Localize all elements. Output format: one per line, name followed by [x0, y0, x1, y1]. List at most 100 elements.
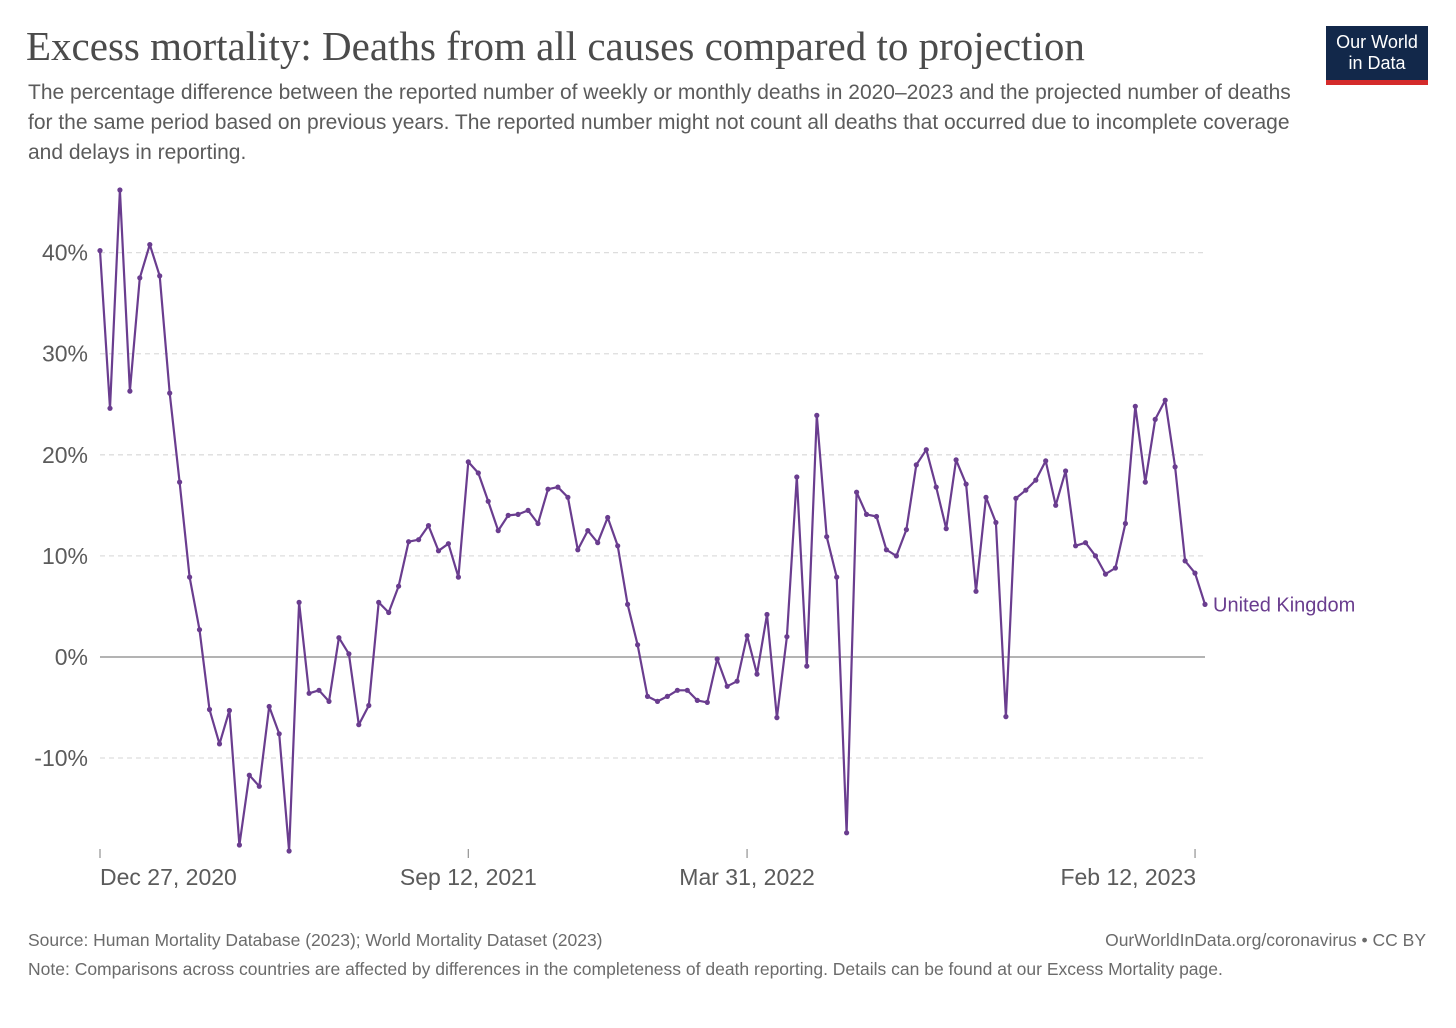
data-point: [445, 541, 451, 547]
data-point: [425, 523, 432, 529]
data-point: [684, 687, 690, 693]
data-point: [137, 275, 143, 281]
data-point: [206, 706, 213, 713]
y-tick-label: -10%: [34, 745, 88, 771]
data-point: [1122, 520, 1128, 527]
data-point: [266, 703, 272, 710]
data-point: [1033, 477, 1039, 483]
data-point: [1092, 553, 1099, 559]
data-point: [515, 511, 521, 517]
data-point: [346, 651, 352, 657]
data-point: [1073, 543, 1079, 549]
source-text: Source: Human Mortality Database (2023);…: [28, 930, 603, 950]
data-point: [814, 412, 820, 418]
data-point: [376, 599, 382, 606]
data-point: [475, 470, 481, 476]
data-point: [167, 390, 173, 396]
data-point: [903, 527, 910, 533]
data-point: [774, 715, 780, 721]
data-point: [485, 498, 491, 504]
data-point: [635, 642, 641, 648]
data-point: [1132, 403, 1138, 409]
data-point: [1182, 558, 1188, 564]
data-point: [734, 678, 740, 684]
data-point: [256, 783, 262, 789]
data-point: [1152, 416, 1158, 422]
data-point: [366, 702, 372, 709]
data-point: [923, 447, 929, 453]
data-point: [854, 489, 860, 495]
data-point: [585, 528, 591, 534]
data-point: [545, 486, 551, 492]
data-point: [595, 540, 601, 546]
data-point: [953, 457, 959, 463]
data-point: [1053, 502, 1059, 508]
data-point: [913, 462, 919, 468]
data-point: [1043, 458, 1049, 464]
data-point: [873, 513, 880, 520]
data-point: [1162, 397, 1168, 403]
x-tick-label: Dec 27, 2020: [100, 864, 237, 890]
data-point: [97, 248, 103, 254]
data-point: [157, 273, 163, 279]
data-point: [933, 484, 939, 490]
source-url-link[interactable]: OurWorldInData.org/coronavirus • CC BY: [1105, 930, 1426, 950]
data-point: [1023, 487, 1029, 493]
data-point: [276, 731, 282, 737]
data-point: [893, 553, 900, 559]
y-tick-label: 30%: [42, 341, 88, 367]
data-point: [565, 494, 571, 500]
data-point: [625, 601, 631, 608]
data-point: [575, 547, 581, 553]
x-tick-label: Feb 12, 2023: [1060, 864, 1196, 890]
series-line-united-kingdom: [98, 188, 1207, 853]
data-point: [1142, 479, 1148, 485]
data-point: [1202, 601, 1208, 608]
data-point: [525, 507, 531, 513]
data-point: [196, 627, 203, 633]
data-point: [435, 548, 442, 554]
data-point: [117, 187, 123, 193]
data-point: [1082, 540, 1089, 546]
data-point: [555, 484, 561, 490]
data-point: [973, 588, 979, 594]
data-point: [1063, 468, 1069, 474]
series-label: United Kingdom: [1213, 594, 1355, 616]
data-point: [396, 583, 402, 589]
logo-line-2: in Data: [1348, 53, 1406, 73]
data-point: [615, 543, 621, 549]
data-point: [744, 633, 750, 639]
data-point: [316, 687, 322, 693]
data-point: [356, 722, 362, 728]
data-point: [1102, 571, 1109, 577]
data-point: [664, 693, 671, 700]
data-point: [336, 635, 342, 641]
data-point: [605, 514, 611, 521]
y-tick-label: 0%: [55, 644, 88, 670]
data-point: [406, 539, 412, 545]
data-point: [1172, 464, 1178, 470]
data-point: [993, 519, 999, 526]
data-point: [286, 848, 292, 854]
data-point: [1013, 495, 1019, 501]
data-point: [326, 698, 332, 705]
data-point: [187, 574, 193, 580]
data-point: [416, 537, 422, 543]
data-point: [794, 474, 800, 480]
x-tick-label: Mar 31, 2022: [679, 864, 815, 890]
data-point: [983, 494, 989, 500]
data-point: [127, 388, 133, 394]
data-point: [644, 693, 651, 700]
data-point: [883, 547, 890, 553]
data-point: [236, 842, 242, 848]
chart-title: Excess mortality: Deaths from all causes…: [26, 23, 1085, 69]
data-point: [863, 511, 870, 517]
owid-logo[interactable]: Our World in Data: [1326, 26, 1428, 85]
series-points: [97, 187, 1208, 854]
data-point: [804, 663, 810, 669]
data-point: [943, 526, 949, 532]
logo-line-1: Our World: [1336, 32, 1418, 52]
chart-subtitle: The percentage difference between the re…: [28, 81, 1291, 164]
y-tick-label: 20%: [42, 442, 88, 468]
